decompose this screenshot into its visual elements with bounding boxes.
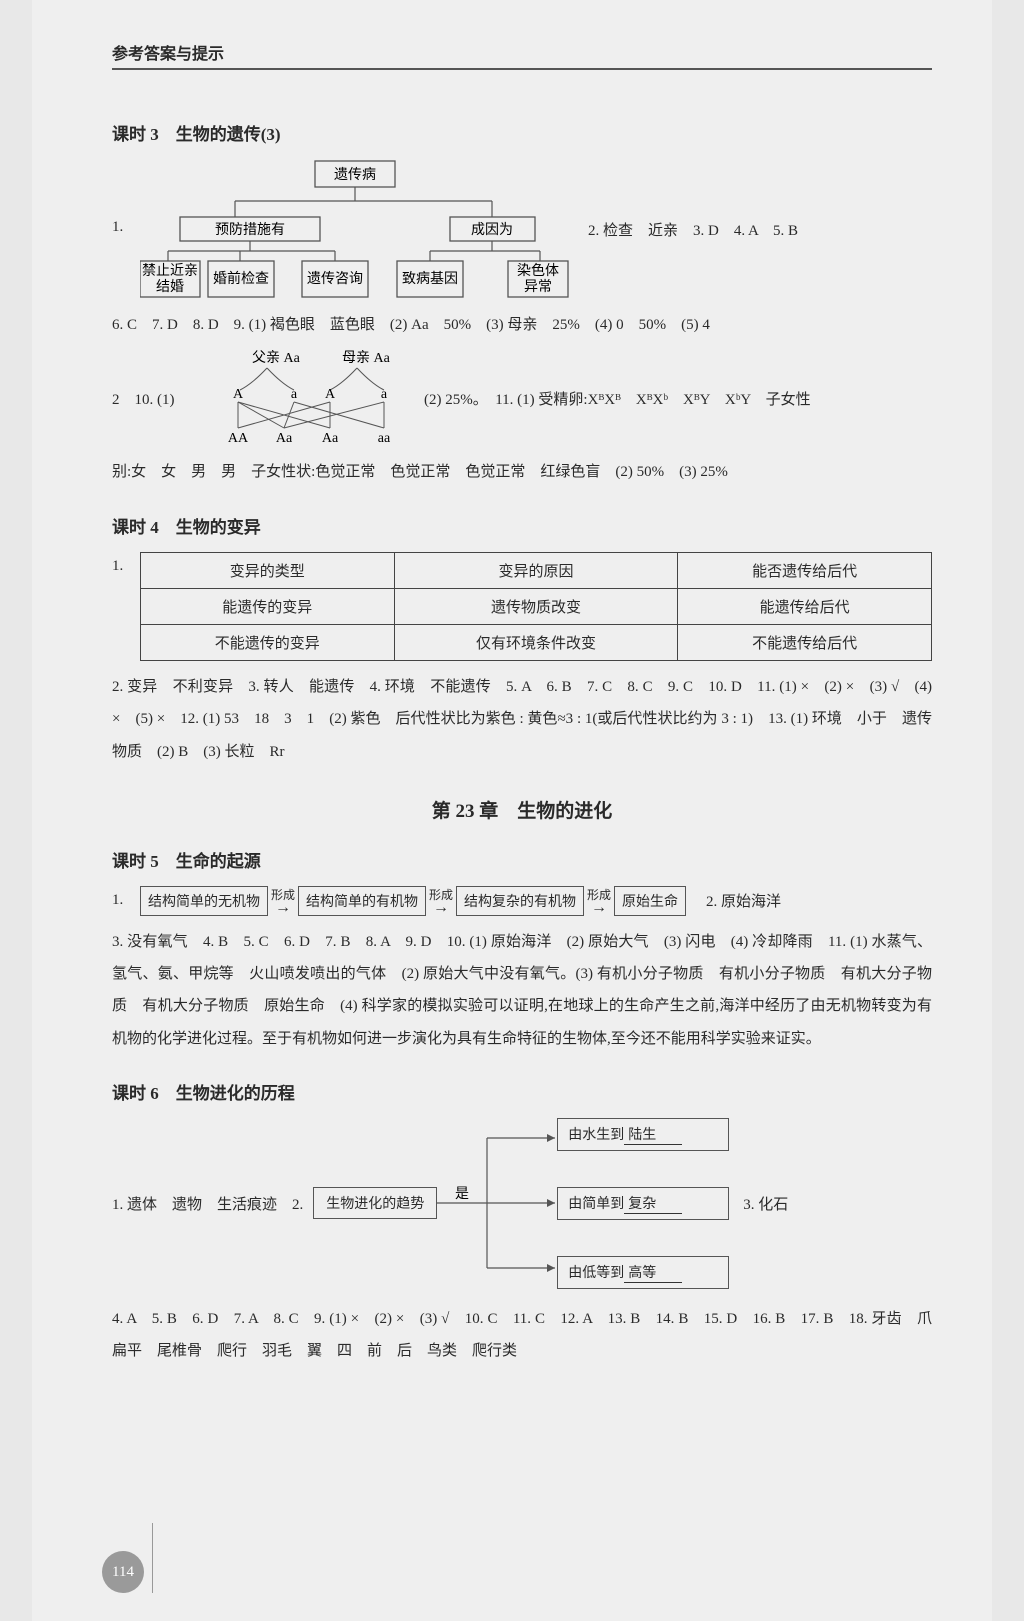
q10-11-post: (2) 25%。 11. (1) 受精卵:XᴮXᴮ XᴮXᵇ XᴮY XᵇY 子… — [412, 388, 811, 409]
footer-divider — [152, 1523, 153, 1593]
table-cell: 仅有环境条件改变 — [394, 625, 678, 661]
lesson3-q6-9: 6. C 7. D 8. D 9. (1) 褐色眼 蓝色眼 (2) Aa 50%… — [112, 309, 932, 342]
flow-box: 原始生命 — [614, 886, 686, 916]
q10-prefix: 2 10. (1) — [112, 388, 212, 409]
svg-text:结婚: 结婚 — [156, 279, 184, 295]
svg-text:致病基因: 致病基因 — [402, 270, 458, 287]
lesson3-tree: 1. 遗传病 预防措施有 成因为 禁止近亲 结婚 — [112, 159, 932, 299]
svg-text:染色体: 染色体 — [517, 262, 559, 279]
branch-box: 由水生到陆生 — [557, 1118, 729, 1151]
svg-text:Aa: Aa — [322, 431, 339, 446]
chapter23-title: 第 23 章 生物的进化 — [112, 796, 932, 823]
svg-text:禁止近亲: 禁止近亲 — [142, 263, 198, 279]
flow-box: 结构简单的有机物 — [298, 886, 426, 916]
svg-text:异常: 异常 — [524, 279, 552, 295]
svg-text:AA: AA — [228, 431, 249, 446]
lesson6-q1-2-pre: 1. 遗体 遗物 生活痕迹 2. — [112, 1193, 313, 1214]
punnett-cross-diagram: 父亲 Aa 母亲 Aa A a A a AA Aa Aa — [212, 350, 412, 446]
lesson6-tree: 1. 遗体 遗物 生活痕迹 2. 生物进化的趋势 是 由水生到陆生 由简单到复杂… — [112, 1118, 932, 1289]
table-cell: 能遗传的变异 — [141, 589, 395, 625]
table-row: 变异的类型 变异的原因 能否遗传给后代 — [141, 553, 932, 589]
branch-box: 由低等到高等 — [557, 1256, 729, 1289]
table-cell: 不能遗传的变异 — [141, 625, 395, 661]
lesson4-q1-num: 1. — [112, 552, 140, 661]
lesson3-cross: 2 10. (1) 父亲 Aa 母亲 Aa A a A a AA — [112, 350, 932, 446]
svg-text:婚前检查: 婚前检查 — [213, 270, 269, 287]
bracket-icon: 是 — [437, 1118, 557, 1288]
svg-text:aa: aa — [378, 431, 391, 446]
flow-box: 结构复杂的有机物 — [456, 886, 584, 916]
table-cell: 能遗传给后代 — [678, 589, 932, 625]
svg-text:预防措施有: 预防措施有 — [215, 222, 285, 238]
flow-arrow: 形成 → — [587, 886, 611, 916]
table-cell: 遗传物质改变 — [394, 589, 678, 625]
svg-text:是: 是 — [455, 1187, 469, 1202]
table-header-cell: 能否遗传给后代 — [678, 553, 932, 589]
svg-text:成因为: 成因为 — [471, 222, 513, 238]
flow-arrow: 形成 → — [429, 886, 453, 916]
lesson5-answers: 3. 没有氧气 4. B 5. C 6. D 7. B 8. A 9. D 10… — [112, 926, 932, 1055]
lesson3-title: 课时 3 生物的遗传(3) — [112, 120, 932, 145]
lesson4-answers: 2. 变异 不利变异 3. 转人 能遗传 4. 环境 不能遗传 5. A 6. … — [112, 671, 932, 768]
lesson5-q2: 2. 原始海洋 — [686, 890, 781, 911]
table-header-cell: 变异的类型 — [141, 553, 395, 589]
genetic-disease-tree: 遗传病 预防措施有 成因为 禁止近亲 结婚 婚前检查 遗传咨询 — [140, 159, 570, 299]
svg-text:A: A — [325, 387, 336, 402]
flow-box: 结构简单的无机物 — [140, 886, 268, 916]
svg-text:母亲 Aa: 母亲 Aa — [342, 350, 391, 366]
lesson5-q1-num: 1. — [112, 892, 140, 909]
branch-box: 由简单到复杂 — [557, 1187, 729, 1220]
svg-text:遗传咨询: 遗传咨询 — [307, 271, 363, 287]
svg-text:Aa: Aa — [276, 431, 293, 446]
svg-text:a: a — [291, 387, 298, 402]
svg-text:a: a — [381, 387, 388, 402]
lesson6-q3: 3. 化石 — [729, 1193, 788, 1214]
variation-table: 变异的类型 变异的原因 能否遗传给后代 能遗传的变异 遗传物质改变 能遗传给后代… — [140, 552, 932, 661]
lesson3-q2-5: 2. 检查 近亲 3. D 4. A 5. B — [570, 159, 798, 240]
table-cell: 不能遗传给后代 — [678, 625, 932, 661]
lesson5-flow: 1. 结构简单的无机物 形成 → 结构简单的有机物 形成 → 结构复杂的有机物 … — [112, 886, 932, 916]
lesson5-title: 课时 5 生命的起源 — [112, 847, 932, 872]
table-row: 不能遗传的变异 仅有环境条件改变 不能遗传给后代 — [141, 625, 932, 661]
page-number-badge: 114 — [102, 1551, 144, 1593]
svg-text:A: A — [233, 387, 244, 402]
lesson6-answers: 4. A 5. B 6. D 7. A 8. C 9. (1) × (2) × … — [112, 1303, 932, 1368]
page-header: 参考答案与提示 — [112, 40, 932, 70]
lesson4-table-wrap: 1. 变异的类型 变异的原因 能否遗传给后代 能遗传的变异 遗传物质改变 能遗传… — [112, 552, 932, 661]
svg-text:父亲 Aa: 父亲 Aa — [252, 350, 301, 366]
table-header-cell: 变异的原因 — [394, 553, 678, 589]
flow-arrow: 形成 → — [271, 886, 295, 916]
lesson4-title: 课时 4 生物的变异 — [112, 513, 932, 538]
evolution-trend-box: 生物进化的趋势 — [313, 1187, 437, 1219]
lesson3-q11-cont: 别:女 女 男 男 子女性状:色觉正常 色觉正常 色觉正常 红绿色盲 (2) 5… — [112, 456, 932, 489]
q1-number: 1. — [112, 159, 140, 236]
svg-text:遗传病: 遗传病 — [334, 167, 376, 183]
lesson6-title: 课时 6 生物进化的历程 — [112, 1079, 932, 1104]
branch-boxes: 由水生到陆生 由简单到复杂 由低等到高等 — [557, 1118, 729, 1289]
table-row: 能遗传的变异 遗传物质改变 能遗传给后代 — [141, 589, 932, 625]
page: 参考答案与提示 课时 3 生物的遗传(3) 1. 遗传病 预防措施有 成因为 — [32, 0, 992, 1621]
